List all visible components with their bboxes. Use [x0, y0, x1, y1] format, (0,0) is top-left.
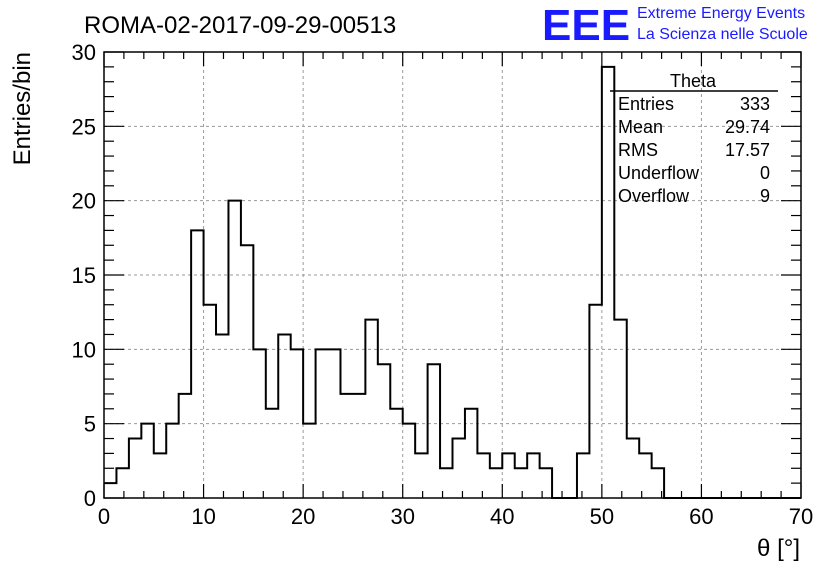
x-tick-label: 50 — [590, 504, 614, 529]
stats-title: Theta — [670, 71, 717, 91]
eee-logo: EEE Extreme Energy Events La Scienza nel… — [542, 1, 808, 50]
x-tick-label: 0 — [98, 504, 110, 529]
y-tick-label: 0 — [84, 486, 96, 511]
x-tick-label: 10 — [191, 504, 215, 529]
logo-line1: Extreme Energy Events — [637, 5, 805, 22]
chart-title: ROMA-02-2017-09-29-00513 — [84, 12, 396, 39]
x-tick-label: 70 — [789, 504, 813, 529]
y-tick-label: 15 — [72, 263, 96, 288]
y-tick-label: 30 — [72, 40, 96, 65]
y-tick-label: 20 — [72, 189, 96, 214]
y-tick-label: 25 — [72, 114, 96, 139]
stats-value: 17.57 — [725, 140, 770, 160]
stats-value: 333 — [740, 94, 770, 114]
stats-value: 0 — [760, 163, 770, 183]
stats-value: 29.74 — [725, 117, 770, 137]
x-tick-label: 20 — [291, 504, 315, 529]
x-axis-title: θ [°] — [757, 535, 800, 562]
stats-label: Mean — [618, 117, 663, 137]
grid-lines — [104, 52, 801, 498]
stats-label: Underflow — [618, 163, 700, 183]
x-tick-label: 30 — [390, 504, 414, 529]
stats-value: 9 — [760, 186, 770, 206]
stats-label: RMS — [618, 140, 658, 160]
plot-frame — [103, 51, 802, 499]
x-tick-label: 40 — [490, 504, 514, 529]
y-tick-label: 10 — [72, 337, 96, 362]
stats-label: Overflow — [618, 186, 690, 206]
y-axis-title: Entries/bin — [9, 52, 36, 165]
histogram-line — [104, 65, 801, 499]
stats-label: Entries — [618, 94, 674, 114]
x-tick-label: 60 — [689, 504, 713, 529]
stats-box: Theta Entries 333 Mean 29.74 RMS 17.57 U… — [610, 71, 778, 206]
y-tick-label: 5 — [84, 412, 96, 437]
logo-mark: EEE — [542, 1, 630, 50]
logo-line2: La Scienza nelle Scuole — [637, 26, 808, 43]
tick-labels: 0 10 20 30 40 50 60 70 0 5 10 15 20 25 30 — [72, 40, 814, 529]
